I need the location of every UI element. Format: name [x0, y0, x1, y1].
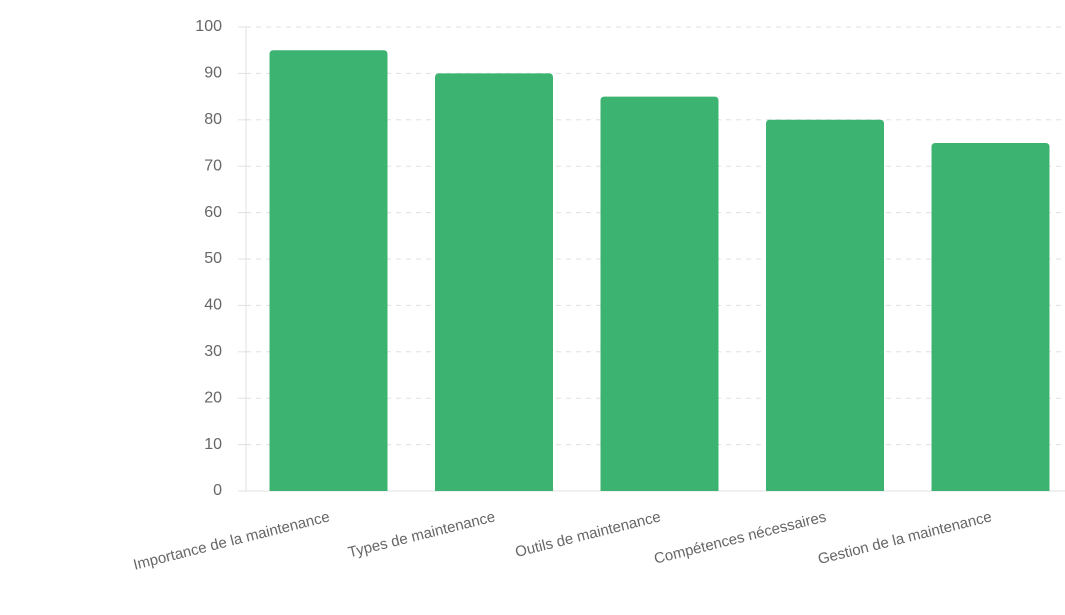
y-tick-label: 20 [204, 389, 222, 406]
bar [766, 119, 884, 492]
y-tick-label: 70 [204, 157, 222, 174]
y-tick-label: 50 [204, 250, 222, 267]
y-tick-label: 100 [195, 18, 222, 35]
y-tick-label: 80 [204, 111, 222, 128]
bar [931, 143, 1050, 491]
x-tick-label: Types de maintenance [346, 508, 497, 561]
bar [269, 50, 388, 491]
x-tick-label: Outils de maintenance [514, 508, 663, 561]
y-tick-label: 60 [204, 204, 222, 221]
y-tick-label: 10 [204, 436, 222, 453]
x-tick-label: Gestion de la maintenance [816, 508, 993, 568]
y-tick-label: 30 [204, 343, 222, 360]
x-tick-label: Compétences nécessaires [652, 508, 828, 567]
bar [435, 73, 553, 492]
y-tick-label: 90 [204, 65, 222, 82]
x-tick-label: Importance de la maintenance [132, 508, 332, 573]
bar [600, 96, 719, 491]
y-tick-label: 0 [213, 482, 222, 499]
y-tick-label: 40 [204, 297, 222, 314]
